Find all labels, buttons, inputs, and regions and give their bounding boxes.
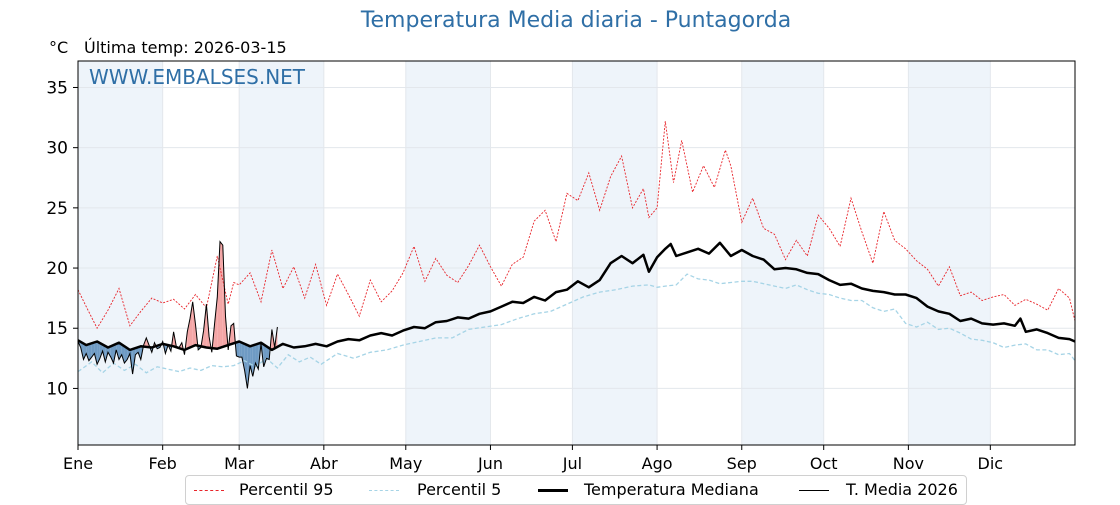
- x-tick-label: Ago: [642, 454, 673, 473]
- x-tick-label: Dic: [978, 454, 1004, 473]
- y-tick-label: 30: [46, 139, 68, 159]
- month-shading: [78, 61, 990, 445]
- legend-label-current: T. Media 2026: [846, 480, 958, 499]
- month-shade-band: [572, 61, 657, 445]
- watermark: WWW.EMBALSES.NET: [89, 65, 306, 89]
- legend-swatch-p95: [194, 490, 224, 491]
- x-tick-label: Sep: [727, 454, 757, 473]
- month-shade-band: [78, 61, 163, 445]
- x-tick-label: Jul: [562, 454, 582, 473]
- legend-label-p95: Percentil 95: [239, 480, 334, 499]
- x-tick-label: Jun: [477, 454, 503, 473]
- legend-swatch-median: [538, 489, 568, 492]
- legend: Percentil 95 Percentil 5 Temperatura Med…: [185, 475, 967, 505]
- legend-swatch-current: [799, 490, 829, 491]
- y-tick-label: 10: [46, 379, 68, 399]
- x-tick-label: May: [389, 454, 422, 473]
- x-tick-label: Nov: [893, 454, 924, 473]
- y-tick-label: 20: [46, 259, 68, 279]
- x-tick-label: Ene: [63, 454, 93, 473]
- y-tick-label: 35: [46, 78, 68, 98]
- x-tick-label: Feb: [149, 454, 177, 473]
- below-median-fill: [236, 341, 239, 357]
- month-shade-band: [908, 61, 990, 445]
- x-tick-label: Mar: [224, 454, 255, 473]
- x-axis: Ene Feb Mar Abr May Jun Jul Ago Sep Oct Nov Dic: [63, 445, 1003, 473]
- month-shade-band: [406, 61, 491, 445]
- y-axis: 10 15 20 25 30 35: [46, 78, 78, 399]
- legend-label-p5: Percentil 5: [417, 480, 501, 499]
- legend-label-median: Temperatura Mediana: [584, 480, 759, 499]
- month-shade-band: [239, 61, 324, 445]
- above-median-fill: [220, 242, 223, 348]
- legend-swatch-p5: [369, 490, 399, 491]
- x-tick-label: Oct: [810, 454, 838, 473]
- y-tick-label: 25: [46, 199, 68, 219]
- x-tick-label: Abr: [310, 454, 338, 473]
- y-tick-label: 15: [46, 319, 68, 339]
